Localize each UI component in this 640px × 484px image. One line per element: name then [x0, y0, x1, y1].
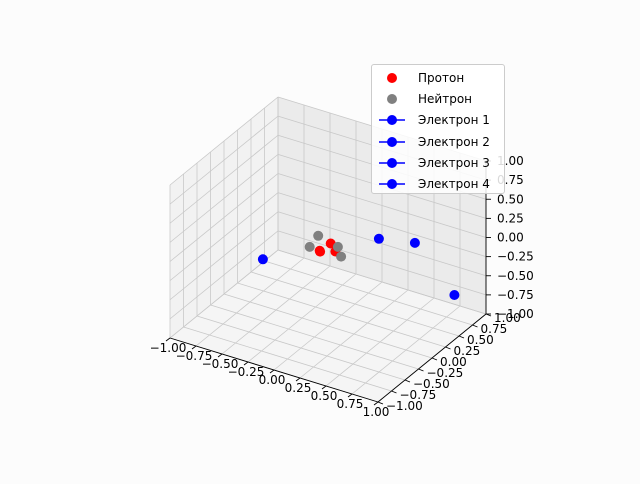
- grid-line: [169, 96, 279, 186]
- grid-line: [277, 249, 487, 315]
- y-tick-label: −0.50: [413, 377, 450, 391]
- grid-line: [169, 134, 279, 224]
- z-tick-label: 0.25: [497, 211, 524, 225]
- grid-line: [169, 154, 279, 243]
- x-tick: [373, 401, 379, 406]
- grid-line: [237, 282, 446, 348]
- legend-item: Электрон 2: [372, 132, 504, 152]
- x-tick: [321, 385, 327, 390]
- grid-line: [169, 173, 279, 262]
- x-tick: [269, 369, 275, 374]
- y-tick-label: 1.00: [494, 311, 521, 325]
- y-tick: [404, 379, 411, 383]
- grid-line: [299, 289, 409, 379]
- point-Электрон 4: [449, 290, 460, 300]
- x-tick-label: 0.25: [285, 381, 312, 395]
- point-Электрон 3: [257, 254, 268, 265]
- point-Электрон 1: [409, 237, 420, 248]
- y-tick: [431, 357, 438, 361]
- legend-label: Электрон 2: [418, 134, 490, 149]
- legend-marker: [379, 179, 405, 189]
- z-tick-label: −0.50: [497, 269, 534, 283]
- y-tick-label: −1.00: [386, 399, 423, 413]
- point-Нейтрон: [304, 241, 315, 252]
- grid-line: [169, 115, 279, 205]
- legend-marker: [379, 136, 405, 147]
- x-tick-label: 0.00: [259, 373, 286, 387]
- point-Нейтрон: [332, 241, 343, 252]
- legend-item: Протон: [372, 68, 504, 88]
- legend-item: Электрон 3: [372, 153, 504, 173]
- grid-line: [325, 297, 435, 387]
- x-tick-label: −0.75: [176, 349, 213, 363]
- grid-line: [223, 293, 433, 359]
- y-tick: [391, 390, 397, 394]
- legend: Протон Нейтрон Электрон 1 Электрон 2 Электро…: [371, 64, 505, 194]
- x-tick: [295, 377, 301, 382]
- x-tick: [243, 361, 249, 366]
- y-tick-label: 0.25: [454, 344, 481, 358]
- legend-label: Электрон 3: [418, 155, 490, 170]
- x-tick-label: 1.00: [363, 405, 390, 419]
- z-tick-label: 0.00: [497, 231, 524, 245]
- y-tick-label: 0.75: [481, 322, 508, 336]
- legend-label: Электрон 4: [418, 177, 490, 191]
- y-tick-label: 0.50: [467, 333, 494, 347]
- x-tick: [165, 337, 171, 342]
- x-tick-label: 0.50: [311, 389, 338, 403]
- axis-ticks: −1.00−1.00−1.00−0.75−0.75−0.75−0.50−0.50…: [150, 154, 534, 419]
- y-tick: [472, 324, 478, 328]
- grid-line: [250, 271, 460, 337]
- data-points: [257, 230, 460, 300]
- y-tick: [418, 368, 424, 372]
- legend-marker: [379, 115, 405, 126]
- z-tick-label: −1.00: [497, 307, 534, 321]
- y-tick: [445, 346, 451, 350]
- legend-item: Нейтрон: [372, 89, 504, 109]
- x-tick-label: −0.50: [202, 357, 239, 371]
- grid-line: [264, 260, 473, 326]
- point-Нейтрон: [313, 230, 324, 241]
- y-tick-label: −0.25: [427, 366, 464, 380]
- x-tick: [347, 393, 353, 398]
- x-tick-label: 0.75: [337, 397, 364, 411]
- z-tick-label: −0.25: [497, 250, 534, 264]
- legend-label: Электрон 1: [418, 113, 490, 128]
- z-tick-label: −0.75: [497, 288, 534, 302]
- x-tick: [217, 353, 223, 358]
- legend-item: Электрон 1: [372, 110, 504, 130]
- y-tick: [377, 401, 384, 405]
- x-tick-label: −0.25: [228, 365, 265, 379]
- legend-label: Протон: [418, 71, 465, 85]
- legend-item: Электрон 4: [372, 174, 504, 194]
- y-tick-label: −0.75: [400, 388, 437, 402]
- legend-marker: [387, 94, 397, 105]
- legend-marker: [379, 157, 405, 168]
- y-tick-label: 0.00: [440, 355, 467, 369]
- legend-label: Нейтрон: [418, 92, 472, 107]
- x-tick-label: −1.00: [150, 341, 187, 355]
- grid-line: [277, 173, 487, 238]
- grid-line: [351, 305, 461, 395]
- point-Электрон 2: [373, 233, 384, 244]
- legend-marker: [387, 73, 397, 83]
- y-tick: [485, 313, 492, 317]
- point-Протон: [314, 245, 325, 256]
- y-tick: [458, 335, 465, 339]
- point-Нейтрон: [336, 251, 347, 262]
- z-tick-label: 0.50: [497, 192, 524, 206]
- x-tick: [191, 345, 197, 350]
